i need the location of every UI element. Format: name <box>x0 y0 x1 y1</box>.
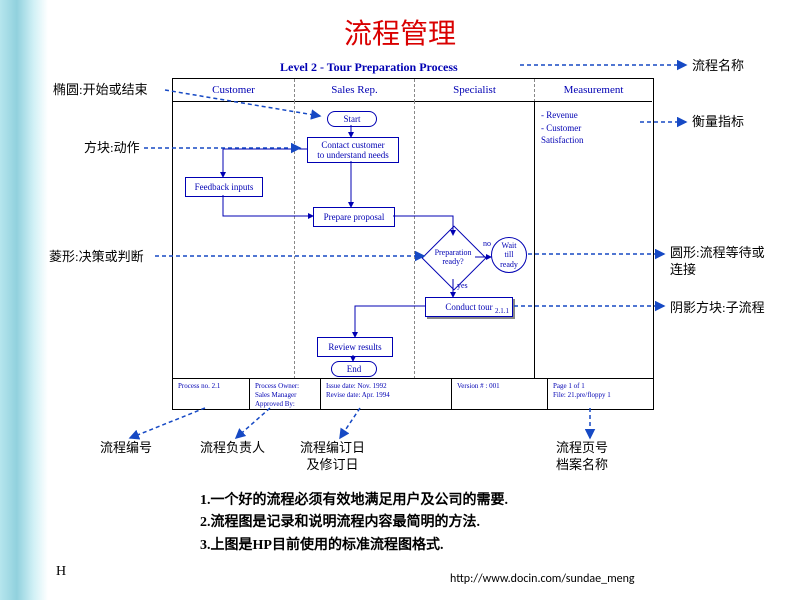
footer-process-no: Process no. 2.1 <box>173 379 250 409</box>
left-decoration <box>0 0 48 600</box>
callout-diamond: 菱形:决策或判断 <box>49 249 144 266</box>
note-2: 2.流程图是记录和说明流程内容最简明的方法. <box>200 512 508 534</box>
callout-dates: 流程编订日 及修订日 <box>300 440 365 474</box>
process-subtitle: Level 2 - Tour Preparation Process <box>280 60 458 75</box>
footer-page: Page 1 of 1 File: 21.pre/floppy 1 <box>548 379 653 409</box>
source-url: http://www.docin.com/sundae_meng <box>450 572 635 586</box>
callout-box: 方块:动作 <box>84 140 140 157</box>
lane-header-measurement: Measurement <box>535 79 652 102</box>
footer-dates: Issue date: Nov. 1992 Revise date: Apr. … <box>321 379 452 409</box>
note-1: 1.一个好的流程必须有效地满足用户及公司的需要. <box>200 490 508 512</box>
callout-process-no: 流程编号 <box>100 440 152 457</box>
measurement-list: - Revenue - Customer Satisfaction <box>541 109 584 147</box>
footer-row: Process no. 2.1 Process Owner: Sales Man… <box>173 378 653 409</box>
page-title: 流程管理 <box>0 12 800 52</box>
flow-main-box: Customer Sales Rep. Specialist Measureme… <box>172 78 654 410</box>
footer-version: Version # : 001 <box>452 379 548 409</box>
callout-page: 流程页号 档案名称 <box>556 440 608 474</box>
callout-owner: 流程负责人 <box>200 440 265 457</box>
callout-oval: 椭圆:开始或结束 <box>53 82 148 99</box>
note-3: 3.上图是HP目前使用的标准流程图格式. <box>200 535 508 557</box>
callout-circle: 圆形:流程等待或 连接 <box>670 245 765 279</box>
notes-list: 1.一个好的流程必须有效地满足用户及公司的需要. 2.流程图是记录和说明流程内容… <box>200 490 508 557</box>
callout-subproc: 阴影方块:子流程 <box>670 300 765 317</box>
footer-owner: Process Owner: Sales Manager Approved By… <box>250 379 321 409</box>
callout-measure: 衡量指标 <box>692 114 744 131</box>
callout-process-name: 流程名称 <box>692 58 744 75</box>
corner-letter: H <box>56 564 66 580</box>
